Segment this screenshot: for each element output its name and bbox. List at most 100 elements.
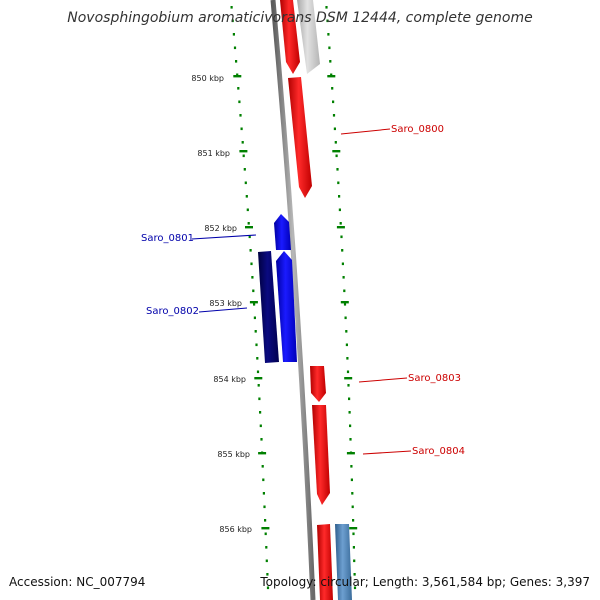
gene-track: [258, 0, 352, 600]
callout-line-saro-0804: [362, 450, 412, 455]
scale-label-855: 855 kbp: [217, 450, 250, 459]
scale-tick-minor-left: [244, 181, 247, 185]
scale-tick-minor-right: [353, 559, 356, 563]
gene-labels: Saro_0800 Saro_0801 Saro_0802 Saro_0803 …: [141, 124, 465, 457]
scale-tick-minor-left: [242, 154, 245, 158]
scale-tick-major-left: [239, 150, 248, 153]
scale-tick-minor-left: [231, 19, 234, 23]
scale-tick-minor-right: [341, 262, 344, 266]
scale-tick-minor-left: [256, 370, 260, 374]
scale-label-850: 850 kbp: [191, 74, 224, 83]
scale-tick-minor-left: [235, 60, 238, 63]
scale-tick-minor-right: [330, 73, 333, 77]
scale-tick-minor-left: [264, 532, 267, 536]
scale-tick-minor-right: [351, 492, 354, 495]
scale-tick-minor-right: [335, 154, 338, 158]
scale-tick-minor-left: [250, 262, 253, 266]
scale-tick-minor-left: [247, 222, 250, 225]
scale-tick-minor-left: [262, 478, 265, 482]
scale-tick-minor-right: [346, 370, 350, 374]
callout-line-saro-0803: [358, 377, 408, 383]
scale-tick-minor-right: [346, 357, 349, 360]
scale-tick-minor-right: [345, 343, 348, 347]
gene-arrow-upper-left[interactable]: [280, 0, 300, 74]
scale-tick-minor-left: [253, 303, 256, 306]
scale-tick-minor-left: [256, 357, 259, 360]
gene-label-saro-0803[interactable]: Saro_0803: [408, 373, 461, 384]
scale-tick-minor-right: [328, 46, 331, 50]
scale-tick-minor-right: [345, 330, 348, 333]
map-title: Novosphingobium aromaticivorans DSM 1244…: [67, 10, 533, 26]
scale-tick-minor-left: [259, 424, 262, 428]
scale-tick-minor-left: [266, 573, 269, 576]
gene-arrow-saro-0801[interactable]: [276, 251, 297, 362]
gene-arrow-lower-red[interactable]: [317, 524, 333, 600]
scale-tick-minor-right: [338, 195, 341, 198]
gene-arrow-faded[interactable]: [297, 0, 320, 74]
scale-tick-minor-right: [341, 249, 344, 252]
scale-tick-major-right: [340, 301, 349, 304]
scale-tick-minor-right: [350, 478, 353, 482]
scale-tick-minor-left: [263, 505, 266, 509]
gene-arrow-saro-0802[interactable]: [258, 251, 279, 363]
scale-tick-minor-left: [252, 289, 255, 293]
scale-tick-minor-left: [237, 87, 240, 90]
scale-tick-minor-right: [348, 411, 351, 414]
scale-tick-minor-right: [352, 532, 355, 536]
scale-tick-minor-left: [241, 141, 244, 144]
scale-label-852: 852 kbp: [204, 224, 237, 233]
scale-tick-minor-right: [331, 87, 334, 90]
scale-tick-minor-right: [329, 60, 332, 63]
scale-tick-minor-right: [338, 208, 341, 212]
scale-tick-minor-right: [337, 181, 340, 185]
scale-labels: 850 kbp 851 kbp 852 kbp 853 kbp 854 kbp …: [191, 74, 252, 534]
gene-arrow-saro-0801-upper[interactable]: [274, 214, 291, 250]
gene-label-saro-0804[interactable]: Saro_0804: [412, 446, 465, 457]
scale-tick-major-right: [346, 452, 355, 455]
scale-tick-minor-left: [243, 168, 246, 171]
scale-tick-minor-left: [264, 519, 267, 522]
scale-tick-minor-left: [253, 316, 256, 320]
gene-arrow-saro-0803[interactable]: [310, 366, 326, 402]
scale-tick-minor-left: [259, 411, 262, 414]
scale-tick-minor-left: [265, 546, 268, 549]
scale-tick-minor-left: [238, 100, 241, 104]
scale-tick-major-right: [336, 226, 345, 229]
scale-tick-minor-left: [240, 127, 243, 131]
scale-label-856: 856 kbp: [219, 525, 252, 534]
scale-tick-minor-right: [325, 6, 328, 9]
scale-tick-minor-left: [265, 559, 268, 563]
scale-tick-minor-left: [257, 384, 260, 387]
scale-tick-minor-right: [334, 141, 337, 144]
scale-tick-minor-left: [232, 33, 235, 36]
scale-tick-minor-right: [352, 546, 355, 549]
callout-line-saro-0800: [340, 128, 391, 135]
scale-label-853: 853 kbp: [209, 299, 242, 308]
scale-tick-minor-left: [261, 465, 264, 468]
scale-tick-minor-right: [349, 438, 352, 441]
scale-tick-minor-right: [326, 19, 329, 23]
callout-line-saro-0802: [198, 307, 248, 313]
scale-tick-minor-left: [233, 46, 237, 50]
scale-tick-minor-right: [340, 235, 343, 239]
gene-label-saro-0800[interactable]: Saro_0800: [391, 124, 444, 135]
gene-label-saro-0802[interactable]: Saro_0802: [146, 306, 199, 317]
scale-tick-major-right: [327, 75, 336, 78]
scale-tick-minor-right: [339, 222, 342, 225]
scale-tick-minor-left: [255, 343, 258, 347]
scale-tick-minor-right: [347, 384, 350, 387]
scale-tick-minor-right: [353, 586, 357, 590]
scale-tick-major-left: [258, 452, 267, 455]
scale-tick-major-right: [349, 527, 358, 530]
gene-arrow-saro-0804[interactable]: [312, 405, 330, 505]
scale-tick-minor-left: [236, 73, 239, 77]
gene-arrow-saro-0800[interactable]: [288, 77, 312, 198]
scale-tick-minor-right: [332, 100, 335, 104]
scale-tick-minor-left: [266, 586, 270, 590]
gene-arrow-lower-steelblue[interactable]: [335, 524, 352, 600]
scale-tick-major-left: [249, 301, 258, 304]
gene-label-saro-0801[interactable]: Saro_0801: [141, 233, 194, 244]
scale-tick-minor-right: [350, 465, 353, 468]
scale-tick-minor-left: [239, 114, 242, 117]
